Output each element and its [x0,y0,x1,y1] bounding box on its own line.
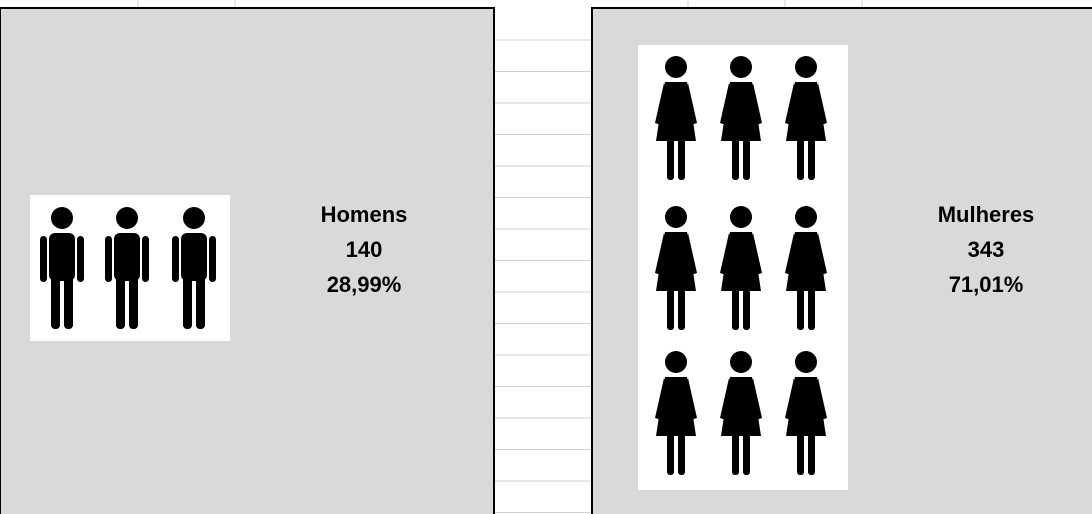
leg [808,289,815,330]
leg [51,271,60,329]
leg [64,271,73,329]
arm [685,83,697,125]
leg [667,289,674,330]
arm [685,378,697,420]
arm [815,378,827,420]
torso [114,233,140,281]
leg [678,289,685,330]
arm [655,233,667,275]
head [665,351,687,373]
arm [77,236,84,282]
woman-icon [720,56,762,180]
leg [808,434,815,475]
head [665,56,687,78]
arm [720,233,732,275]
woman-icon [720,351,762,475]
arm [209,236,216,282]
men-percent: 28,99% [327,272,402,297]
woman-icon [655,56,697,180]
leg [678,139,685,180]
arm [750,233,762,275]
sheet-grid [137,0,863,513]
leg [116,271,125,329]
leg [667,434,674,475]
arm [720,83,732,125]
arm [750,83,762,125]
leg [743,139,750,180]
arm [685,233,697,275]
leg [743,289,750,330]
woman-icon [655,206,697,330]
head [183,207,205,229]
arm [785,83,797,125]
arm [750,378,762,420]
icons [40,56,827,475]
leg [183,271,192,329]
arm [40,236,47,282]
men-label: Homens [321,202,408,227]
head [730,206,752,228]
woman-icon [720,206,762,330]
arm [720,378,732,420]
woman-icon [785,56,827,180]
leg [797,139,804,180]
women-label: Mulheres [938,202,1035,227]
leg [732,434,739,475]
woman-icon [785,206,827,330]
arm [142,236,149,282]
leg [743,434,750,475]
woman-icon [785,351,827,475]
leg [732,139,739,180]
arm [815,83,827,125]
torso [49,233,75,281]
women-count: 343 [968,237,1005,262]
leg [678,434,685,475]
head [795,206,817,228]
arm [815,233,827,275]
head [795,56,817,78]
women-percent: 71,01% [949,272,1024,297]
man-icon [172,207,216,329]
torso [181,233,207,281]
leg [129,271,138,329]
arm [655,378,667,420]
man-icon [105,207,149,329]
head [665,206,687,228]
head [116,207,138,229]
arm [785,378,797,420]
leg [196,271,205,329]
woman-icon [655,351,697,475]
leg [808,139,815,180]
leg [667,139,674,180]
arm [172,236,179,282]
head [730,351,752,373]
head [795,351,817,373]
arm [785,233,797,275]
arm [655,83,667,125]
leg [797,434,804,475]
arm [105,236,112,282]
head [51,207,73,229]
leg [732,289,739,330]
man-icon [40,207,84,329]
men-count: 140 [346,237,383,262]
head [730,56,752,78]
leg [797,289,804,330]
